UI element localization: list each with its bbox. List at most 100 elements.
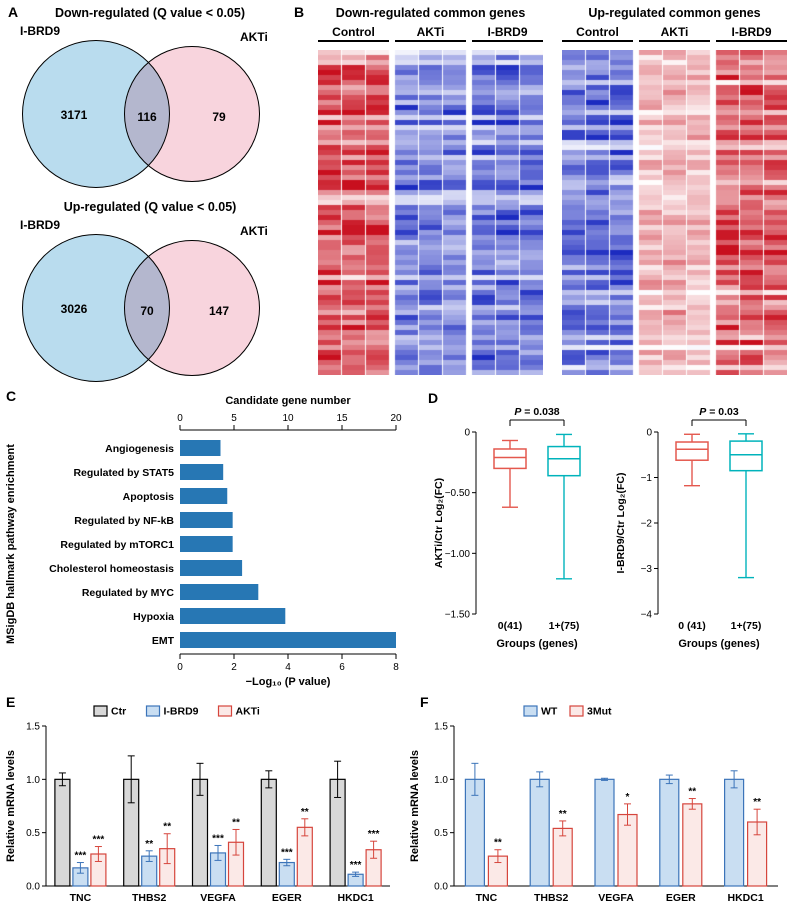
significance-stars: ** (494, 838, 502, 849)
heatmap-down-column-header: Control AKTi I-BRD9 (318, 25, 543, 47)
venn-down-count-overlap: 116 (137, 110, 157, 124)
bar (659, 778, 680, 887)
legend-swatch (569, 705, 584, 717)
y-tick-label: −0.50 (445, 488, 471, 499)
box-category-label: 1+(75) (731, 620, 762, 632)
p-value-label: P = 0.038 (514, 406, 559, 418)
pathway-bar (180, 536, 233, 552)
pathway-bar (180, 512, 233, 528)
box-ylabel: AKTi/Ctr Log₂(FC) (433, 478, 445, 568)
bar (552, 827, 573, 887)
gene-label: HKDC1 (338, 892, 374, 904)
bottom-axis-tick-label: 8 (393, 662, 399, 673)
qpcr-mutant-bar-chart: 0.0 0.5 1.0 1.5 ** TNC ** THBS2 * VEGFA ** EGER ** HK… (409, 705, 778, 904)
pathway-category-label: Regulated by MYC (82, 587, 175, 599)
y-tick-label: 1.5 (434, 722, 448, 733)
box-category-label: 0(41) (498, 620, 523, 632)
y-tick-label: −4 (641, 610, 653, 621)
significance-stars: ** (163, 822, 171, 833)
significance-stars: ** (301, 807, 309, 818)
venn-up-count-right: 147 (208, 304, 230, 318)
y-tick-label: 0 (646, 428, 652, 439)
legend-label: 3Mut (587, 706, 612, 718)
venn-up-set-label-akti: AKTi (240, 224, 268, 238)
pathway-bar (180, 584, 259, 600)
significance-stars: *** (281, 847, 293, 858)
y-tick-label: 0.5 (26, 828, 40, 839)
heatmap-up-regulated: Up-regulated common genes Control AKTi I-B… (562, 6, 787, 375)
venn-up-circle-akti (124, 240, 260, 376)
significance-stars: ** (688, 787, 696, 798)
heatmap-group-label: AKTi (395, 25, 466, 42)
top-axis-title: Candidate gene number (225, 395, 351, 407)
y-tick-label: 0 (464, 428, 470, 439)
venn-down-set-label-akti: AKTi (240, 30, 268, 44)
y-tick-label: 0.0 (26, 882, 40, 893)
bottom-axis-tick-label: 6 (339, 662, 345, 673)
venn-down-count-left: 3171 (60, 108, 88, 122)
y-tick-label: 1.0 (434, 775, 448, 786)
gene-label: TNC (476, 892, 498, 904)
pathway-category-label: Regulated by mTORC1 (60, 539, 174, 551)
pathway-bar (180, 560, 243, 576)
significance-stars: *** (93, 835, 105, 846)
pathway-bar (180, 608, 286, 624)
top-axis-tick-label: 5 (231, 413, 237, 424)
legend-swatch (93, 705, 108, 717)
heatmap-up-title: Up-regulated common genes (588, 6, 761, 20)
top-axis-tick-label: 10 (282, 413, 294, 424)
heatmap-down-title: Down-regulated common genes (335, 6, 526, 20)
box (729, 440, 763, 472)
pathway-bar (180, 488, 228, 504)
pathway-bar (180, 440, 221, 456)
box-ylabel: I-BRD9/Ctr Log₂(FC) (615, 473, 627, 574)
significance-stars: *** (75, 851, 87, 862)
y-tick-label: −2 (641, 519, 653, 530)
bottom-axis-tick-label: 4 (285, 662, 291, 673)
heatmap-group-label: I-BRD9 (472, 25, 543, 42)
significance-stars: * (626, 792, 630, 803)
heatmap-down-canvas (318, 50, 543, 375)
legend-label: AKTi (236, 706, 260, 718)
legend-label: I-BRD9 (164, 706, 199, 718)
box (493, 448, 527, 470)
venn-down-diagram: I-BRD9 AKTi 3171 116 79 (12, 24, 288, 200)
venn-down-set-label-ibrd9: I-BRD9 (20, 24, 61, 38)
venn-down-regulated: Down-regulated (Q value < 0.05) I-BRD9 A… (12, 6, 288, 200)
pathway-bar (180, 632, 396, 648)
heatmap-group-label: AKTi (639, 25, 710, 42)
gene-label: TNC (70, 892, 92, 904)
heatmap-up-column-header: Control AKTi I-BRD9 (562, 25, 787, 47)
panel-label-f: F (420, 694, 429, 710)
significance-stars: ** (753, 797, 761, 808)
heatmap-down-regulated: Down-regulated common genes Control AKTi I… (318, 6, 543, 375)
box (675, 441, 709, 461)
pathway-category-label: Cholesterol homeostasis (49, 563, 174, 575)
bottom-axis-tick-label: 0 (177, 662, 183, 673)
venn-down-circle-akti (124, 46, 260, 182)
box-category-label: 0 (41) (678, 620, 705, 632)
top-axis-tick-label: 15 (336, 413, 348, 424)
pathway-bar (180, 464, 224, 480)
heatmap-group-label: Control (318, 25, 389, 42)
bottom-axis-tick-label: 2 (231, 662, 237, 673)
significance-stars: *** (350, 860, 362, 871)
box-xlabel: Groups (genes) (496, 638, 578, 650)
pathway-ylabel: MSigDB hallmark pathway enrichment (5, 444, 17, 644)
top-axis-tick-label: 0 (177, 413, 183, 424)
panel-label-d: D (428, 390, 439, 406)
pathway-category-label: EMT (152, 635, 175, 647)
pathway-category-label: Angiogenesis (105, 443, 174, 455)
qpcr-inhibitors-bar-chart: 0.00.51.01.5******TNC****THBS2*****VEGFA… (5, 705, 390, 904)
legend-swatch (217, 705, 233, 717)
bar (529, 778, 550, 887)
heatmap-group-label: I-BRD9 (716, 25, 787, 42)
y-tick-label: −3 (641, 564, 653, 575)
panel-label-c: C (6, 388, 17, 404)
significance-stars: *** (368, 829, 380, 840)
venn-up-title: Up-regulated (Q value < 0.05) (63, 200, 237, 214)
boxplot-akti: 0 −0.50 −1.00 −1.50 0(41) 1+(75) P = 0.038 Grou… (433, 406, 581, 650)
boxplot-ibrd9: 0 −1 −2 −3 −4 0 (41) 1+(75) P = 0.03 Groups (gen… (615, 406, 763, 650)
legend-swatch (523, 705, 538, 717)
